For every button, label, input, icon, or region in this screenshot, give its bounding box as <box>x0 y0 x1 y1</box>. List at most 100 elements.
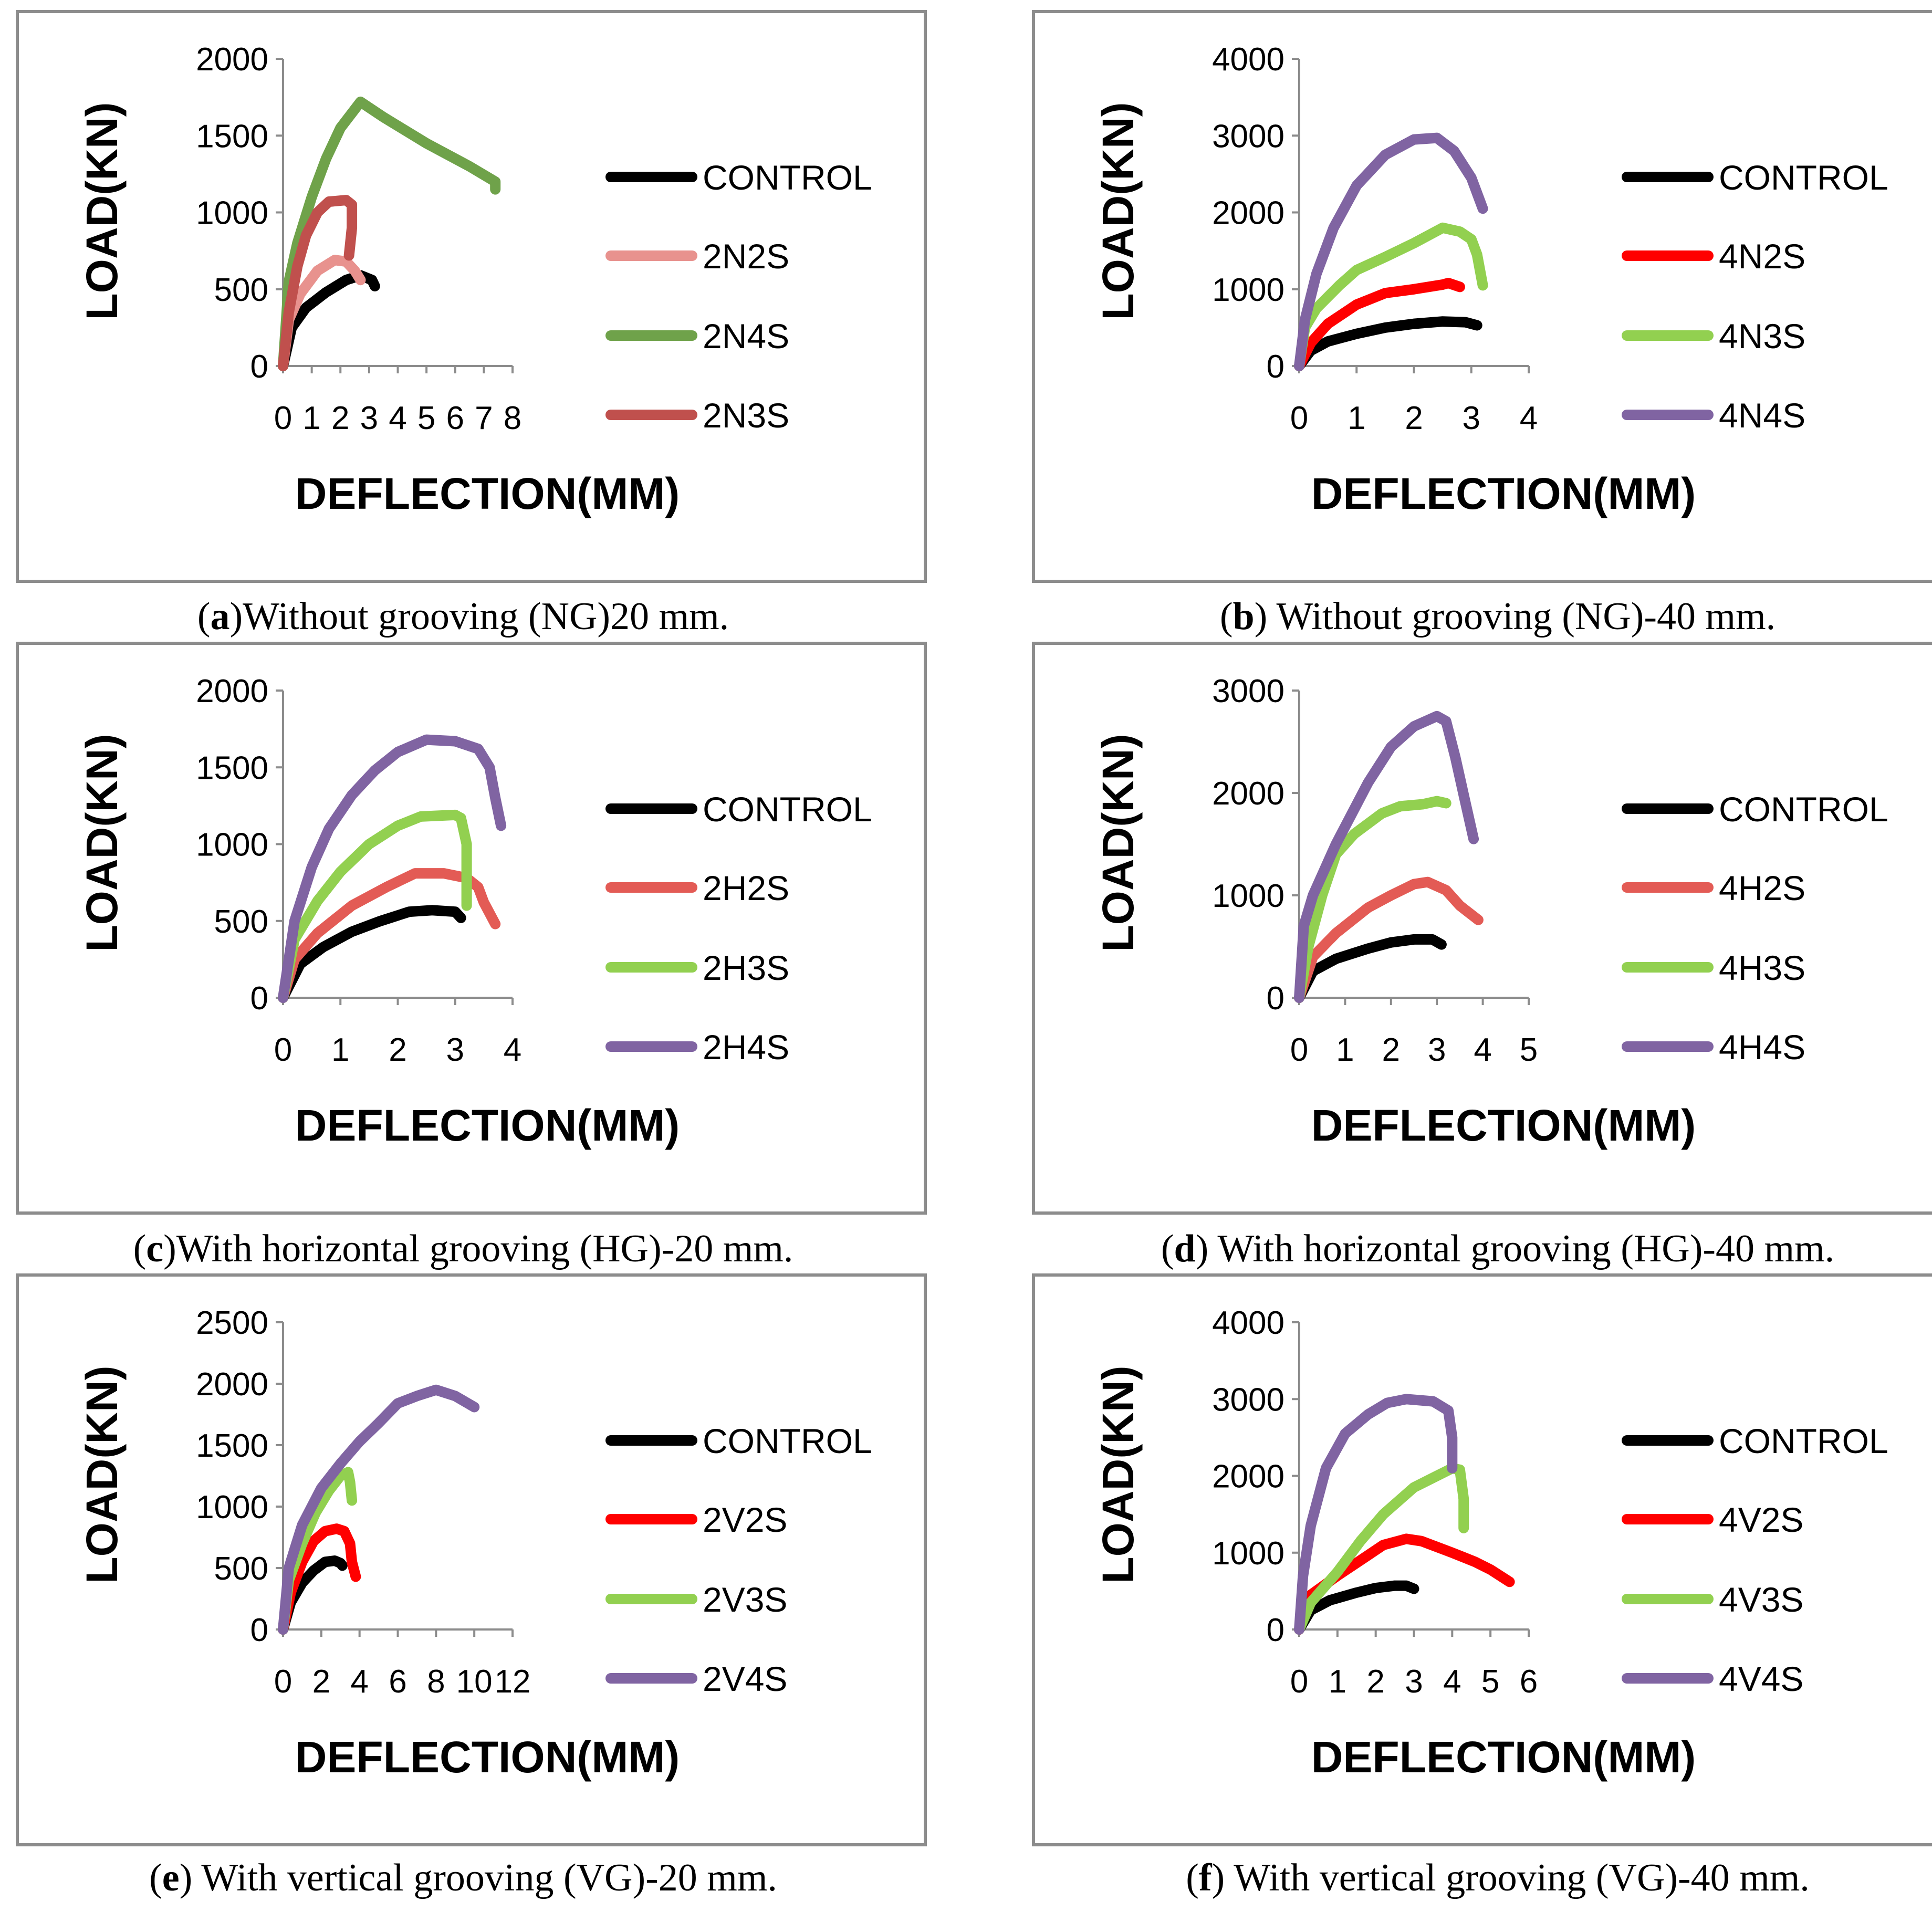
series-line-4n4s <box>1294 132 1488 371</box>
series-line-4n3s <box>1294 222 1488 371</box>
y-tick-label: 2000 <box>1212 195 1284 232</box>
legend-label: CONTROL <box>1719 790 1888 829</box>
y-tick-label: 2000 <box>196 673 268 709</box>
y-tick-label: 3000 <box>1212 118 1284 154</box>
legend-label: 4V2S <box>1719 1500 1803 1539</box>
y-axis-title: LOAD(KN) <box>77 734 127 952</box>
x-tick-label: 0 <box>1290 1664 1308 1700</box>
series-line-2v2s <box>278 1523 361 1635</box>
x-axis-title: DEFLECTION(MM) <box>1311 469 1696 518</box>
caption-open-paren: ( <box>197 595 211 638</box>
legend-label: 2N3S <box>703 396 789 435</box>
y-tick-label: 1000 <box>1212 272 1284 308</box>
x-tick-label: 3 <box>360 400 378 436</box>
x-axis-title: DEFLECTION(MM) <box>1311 1732 1696 1782</box>
x-tick-label: 0 <box>274 400 292 436</box>
series-line-control <box>1294 934 1447 1003</box>
series-line-2v4s <box>278 1384 480 1635</box>
y-axis-title: LOAD(KN) <box>1093 102 1143 320</box>
y-tick-label: 500 <box>214 1551 268 1587</box>
x-tick-label: 0 <box>1290 400 1308 436</box>
y-tick-label: 3000 <box>1212 673 1284 709</box>
legend-label: 4N3S <box>1719 317 1805 356</box>
series-line-control <box>1294 316 1482 371</box>
caption-text: )With horizontal grooving (HG)-20 mm. <box>163 1227 793 1270</box>
series-line-control <box>1294 1580 1419 1635</box>
x-tick-label: 2 <box>331 400 349 436</box>
x-axis-title: DEFLECTION(MM) <box>295 1732 680 1782</box>
x-tick-label: 5 <box>1520 1032 1538 1068</box>
figure-caption: (f) With vertical grooving (VG)-40 mm. <box>1186 1856 1810 1899</box>
caption-open-paren: ( <box>1186 1856 1199 1899</box>
series-line-control <box>278 905 466 1003</box>
legend-label: 4H3S <box>1719 948 1805 987</box>
x-tick-label: 4 <box>1443 1664 1461 1700</box>
legend-label: 2H2S <box>703 869 789 907</box>
y-tick-label: 2500 <box>196 1305 268 1341</box>
legend-label: 4V3S <box>1719 1580 1803 1619</box>
x-tick-label: 1 <box>302 400 320 436</box>
legend-label: CONTROL <box>1719 158 1888 197</box>
figure-caption: (e) With vertical grooving (VG)-20 mm. <box>149 1856 777 1899</box>
y-tick-label: 1000 <box>196 827 268 863</box>
legend-label: 4V4S <box>1719 1659 1803 1698</box>
x-tick-label: 4 <box>389 400 406 436</box>
y-tick-label: 0 <box>250 349 268 385</box>
x-tick-label: 0 <box>274 1032 292 1068</box>
y-tick-label: 1000 <box>1212 1535 1284 1572</box>
series-line-4v4s <box>1294 1394 1458 1635</box>
y-tick-label: 4000 <box>1212 41 1284 78</box>
x-tick-label: 2 <box>1366 1664 1384 1700</box>
x-axis-title: DEFLECTION(MM) <box>1311 1101 1696 1150</box>
x-axis-title: DEFLECTION(MM) <box>295 469 680 518</box>
x-tick-label: 7 <box>475 400 493 436</box>
x-tick-label: 6 <box>1520 1664 1538 1700</box>
x-tick-label: 10 <box>456 1664 493 1700</box>
x-tick-label: 3 <box>1463 400 1480 436</box>
x-tick-label: 3 <box>1428 1032 1446 1068</box>
caption-open-paren: ( <box>1220 595 1233 638</box>
figure-caption: (b) Without grooving (NG)-40 mm. <box>1220 595 1776 638</box>
series-line-2n3s <box>278 195 358 371</box>
x-tick-label: 1 <box>1336 1032 1354 1068</box>
y-tick-label: 0 <box>1267 349 1284 385</box>
y-axis-title: LOAD(KN) <box>77 102 127 320</box>
x-tick-label: 5 <box>1481 1664 1499 1700</box>
y-tick-label: 500 <box>214 904 268 940</box>
x-tick-label: 5 <box>417 400 435 436</box>
series-line-2h3s <box>278 809 472 1003</box>
x-tick-label: 2 <box>312 1664 330 1700</box>
x-tick-label: 6 <box>446 400 464 436</box>
caption-text: ) Without grooving (NG)-40 mm. <box>1255 595 1776 638</box>
caption-open-paren: ( <box>1161 1227 1174 1270</box>
caption-letter: b <box>1233 595 1255 638</box>
caption-letter: a <box>210 595 229 638</box>
y-tick-label: 2000 <box>196 1366 268 1403</box>
chart-frame <box>16 10 927 583</box>
y-axis-title: LOAD(KN) <box>77 1365 127 1583</box>
legend-label: 2N4S <box>703 317 789 356</box>
caption-letter: e <box>162 1856 180 1899</box>
chart-frame <box>1032 10 1932 583</box>
y-tick-label: 4000 <box>1212 1305 1284 1341</box>
y-tick-label: 1500 <box>196 1428 268 1464</box>
legend-label: 2V3S <box>703 1580 787 1619</box>
x-tick-label: 1 <box>1348 400 1365 436</box>
y-tick-label: 1000 <box>196 195 268 232</box>
legend-label: 4N4S <box>1719 396 1805 435</box>
y-tick-label: 2000 <box>196 41 268 78</box>
legend-label: 4H4S <box>1719 1028 1805 1067</box>
x-tick-label: 0 <box>1290 1032 1308 1068</box>
y-tick-label: 1500 <box>196 118 268 154</box>
chart-frame <box>16 642 927 1215</box>
y-tick-label: 2000 <box>1212 776 1284 812</box>
series-line-2h2s <box>278 868 501 1003</box>
series-line-4h2s <box>1294 876 1484 1003</box>
series-line-control <box>278 270 380 371</box>
caption-text: ) With horizontal grooving (HG)-40 mm. <box>1196 1227 1834 1270</box>
caption-letter: f <box>1199 1856 1213 1899</box>
chart-panel-b: 0 1000 2000 3000 4000 0 1 2 3 4 DEFLECTION(MM) LOAD… <box>1032 10 1932 583</box>
x-tick-label: 6 <box>389 1664 406 1700</box>
